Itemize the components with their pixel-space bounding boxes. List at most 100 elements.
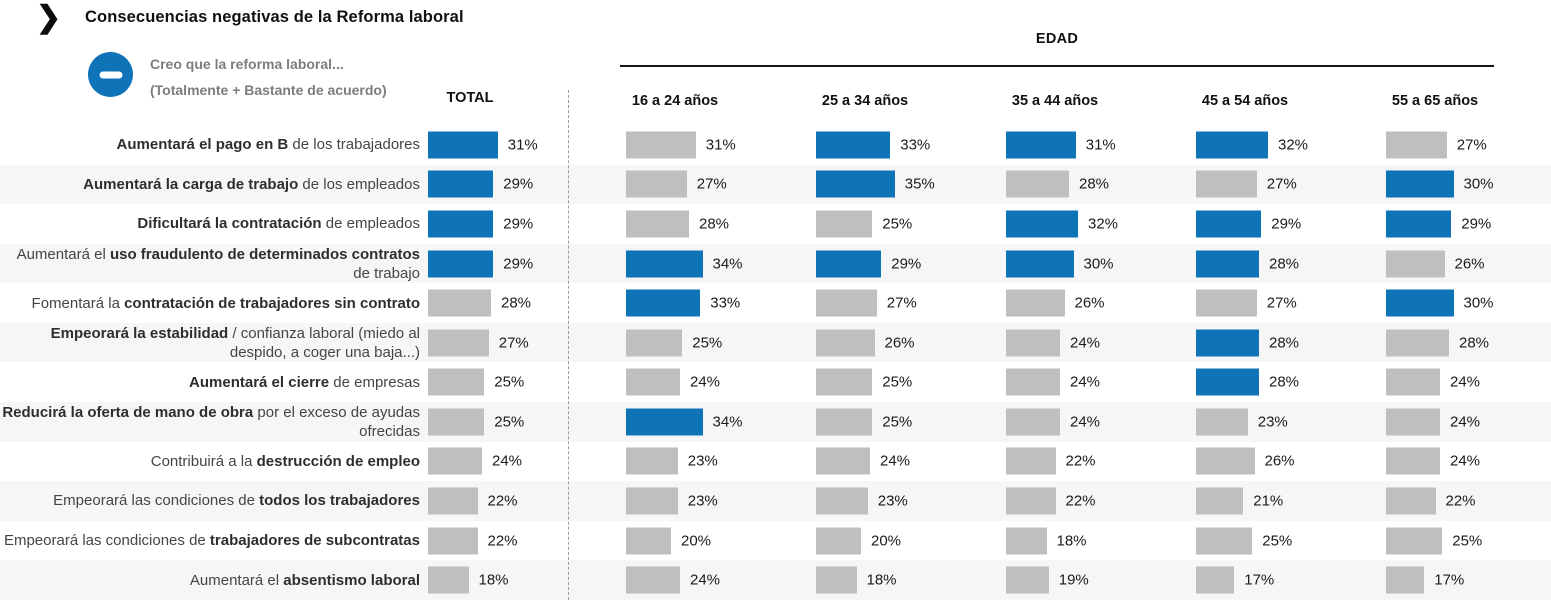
bar-neutral bbox=[428, 487, 478, 515]
bar-value-label: 17% bbox=[1434, 571, 1465, 589]
bar-neutral bbox=[1006, 566, 1049, 594]
bar-value-label: 20% bbox=[681, 532, 712, 550]
bar-neutral bbox=[1196, 447, 1255, 475]
bar-cell: 29% bbox=[428, 210, 533, 238]
bar-neutral bbox=[816, 408, 873, 436]
bar-value-label: 26% bbox=[1264, 452, 1295, 470]
bar-highlighted bbox=[1386, 210, 1452, 238]
bar-neutral bbox=[428, 566, 469, 594]
column-header-total: TOTAL bbox=[446, 90, 494, 106]
bar-value-label: 33% bbox=[710, 294, 741, 312]
bar-cell: 22% bbox=[1006, 487, 1096, 515]
bar-neutral bbox=[1006, 170, 1069, 198]
bar-highlighted bbox=[428, 170, 494, 198]
table-row: Fomentará la contratación de trabajadore… bbox=[0, 283, 1551, 323]
table-row: Aumentará la carga de trabajo de los emp… bbox=[0, 164, 1551, 205]
bar-neutral bbox=[816, 368, 873, 396]
bar-cell: 21% bbox=[1196, 487, 1283, 515]
bar-neutral bbox=[1006, 447, 1056, 475]
bar-value-label: 27% bbox=[1266, 175, 1297, 193]
legend-line-2: (Totalmente + Bastante de acuerdo) bbox=[150, 82, 387, 98]
bar-value-label: 24% bbox=[690, 373, 721, 391]
bar-neutral bbox=[626, 487, 678, 515]
bar-value-label: 25% bbox=[494, 413, 525, 431]
bar-cell: 24% bbox=[626, 368, 721, 396]
bar-cell: 26% bbox=[1386, 250, 1485, 278]
page-title: Consecuencias negativas de la Reforma la… bbox=[85, 8, 464, 26]
bar-value-label: 28% bbox=[1079, 175, 1110, 193]
bar-cell: 27% bbox=[626, 170, 727, 198]
bar-cell: 27% bbox=[816, 289, 917, 317]
bar-value-label: 25% bbox=[1262, 532, 1293, 550]
bar-cell: 28% bbox=[1196, 250, 1300, 278]
bar-value-label: 30% bbox=[1083, 255, 1114, 273]
total-edad-divider bbox=[568, 90, 569, 600]
bar-value-label: 22% bbox=[487, 532, 518, 550]
bar-highlighted bbox=[1386, 289, 1454, 317]
table-row: Aumentará el cierre de empresas 25% 24% 25%… bbox=[0, 362, 1551, 403]
bar-highlighted bbox=[428, 250, 494, 278]
bar-cell: 35% bbox=[816, 170, 935, 198]
bar-value-label: 29% bbox=[891, 255, 922, 273]
column-header-age-2: 35 a 44 años bbox=[1011, 93, 1099, 109]
bar-cell: 26% bbox=[1196, 447, 1295, 475]
bar-cell: 31% bbox=[626, 131, 736, 159]
bar-cell: 31% bbox=[428, 131, 538, 159]
bar-cell: 23% bbox=[626, 447, 718, 475]
bar-neutral bbox=[816, 487, 868, 515]
bar-value-label: 25% bbox=[692, 334, 723, 352]
bar-value-label: 20% bbox=[871, 532, 902, 550]
bar-cell: 28% bbox=[1196, 329, 1299, 357]
bar-highlighted bbox=[816, 131, 891, 159]
bar-highlighted bbox=[1196, 329, 1259, 357]
bar-cell: 20% bbox=[626, 527, 712, 555]
bar-cell: 22% bbox=[1006, 447, 1096, 475]
bar-highlighted bbox=[1006, 210, 1078, 238]
bar-cell: 34% bbox=[626, 408, 743, 436]
bar-cell: 24% bbox=[428, 447, 522, 475]
bar-cell: 22% bbox=[1386, 487, 1476, 515]
bar-cell: 32% bbox=[1196, 131, 1308, 159]
bar-neutral bbox=[428, 527, 478, 555]
bar-value-label: 22% bbox=[1065, 452, 1096, 470]
row-label: Aumentará el absentismo laboral bbox=[189, 571, 420, 589]
bar-neutral bbox=[626, 527, 671, 555]
bar-value-label: 24% bbox=[1070, 373, 1101, 391]
bar-cell: 24% bbox=[1386, 368, 1481, 396]
bar-highlighted bbox=[1386, 170, 1454, 198]
bar-value-label: 24% bbox=[1450, 373, 1481, 391]
bar-value-label: 29% bbox=[1271, 215, 1302, 233]
bar-neutral bbox=[1386, 487, 1436, 515]
bar-cell: 19% bbox=[1006, 566, 1089, 594]
bar-neutral bbox=[1386, 527, 1443, 555]
bar-neutral bbox=[1386, 408, 1440, 436]
bar-neutral bbox=[1006, 408, 1060, 436]
bar-highlighted bbox=[816, 250, 882, 278]
bar-value-label: 25% bbox=[882, 215, 913, 233]
bar-value-label: 22% bbox=[1065, 492, 1096, 510]
bar-cell: 31% bbox=[1006, 131, 1116, 159]
bar-neutral bbox=[1006, 289, 1065, 317]
bar-neutral bbox=[428, 408, 485, 436]
bar-cell: 29% bbox=[1386, 210, 1491, 238]
bar-value-label: 26% bbox=[1454, 255, 1485, 273]
bar-neutral bbox=[816, 329, 875, 357]
bar-neutral bbox=[1386, 250, 1445, 278]
bar-cell: 25% bbox=[428, 368, 524, 396]
bar-neutral bbox=[1196, 527, 1253, 555]
bar-neutral bbox=[1386, 131, 1447, 159]
row-label: Aumentará el cierre de empresas bbox=[189, 373, 420, 391]
bar-cell: 30% bbox=[1386, 170, 1494, 198]
bar-cell: 29% bbox=[1196, 210, 1302, 238]
bar-value-label: 31% bbox=[507, 136, 538, 154]
bar-neutral bbox=[1196, 487, 1244, 515]
bar-neutral bbox=[626, 329, 683, 357]
bar-neutral bbox=[1386, 447, 1440, 475]
bar-value-label: 28% bbox=[1269, 373, 1300, 391]
bar-cell: 28% bbox=[1006, 170, 1110, 198]
bar-value-label: 28% bbox=[1269, 255, 1300, 273]
row-label: Aumentará el uso fraudulento de determin… bbox=[16, 245, 420, 282]
bar-value-label: 24% bbox=[1450, 452, 1481, 470]
bar-neutral bbox=[428, 329, 489, 357]
bar-value-label: 30% bbox=[1463, 294, 1494, 312]
